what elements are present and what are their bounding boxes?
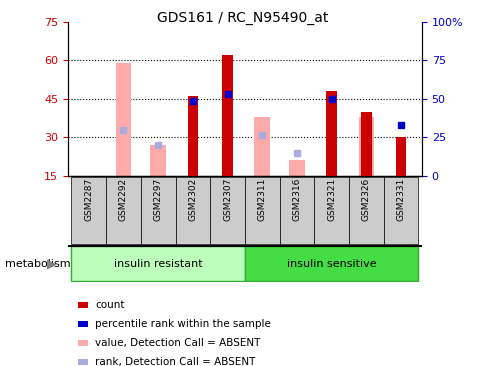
Text: metabolism: metabolism [5,258,70,269]
Text: insulin sensitive: insulin sensitive [287,258,376,269]
Bar [210,177,244,244]
Text: rank, Detection Call = ABSENT: rank, Detection Call = ABSENT [95,357,255,366]
Bar [175,177,210,244]
Bar [150,145,166,176]
Text: count: count [95,300,124,310]
Text: GSM2297: GSM2297 [153,178,162,221]
Bar [254,117,270,176]
Bar [140,177,175,244]
Text: GSM2287: GSM2287 [84,178,93,221]
Bar [115,63,131,176]
Bar [361,112,371,176]
Bar [288,160,304,176]
Bar [244,177,279,244]
Text: GSM2311: GSM2311 [257,178,266,221]
Text: GSM2302: GSM2302 [188,178,197,221]
Bar [106,177,140,244]
Bar [279,177,314,244]
Bar [314,177,348,244]
Text: GSM2326: GSM2326 [361,178,370,221]
Bar [71,177,106,244]
Text: GSM2292: GSM2292 [119,178,128,221]
Bar [222,55,232,176]
Text: insulin resistant: insulin resistant [114,258,202,269]
Text: percentile rank within the sample: percentile rank within the sample [95,319,271,329]
Text: ▶: ▶ [46,257,56,270]
Bar [326,91,336,176]
Text: GSM2316: GSM2316 [292,178,301,221]
Bar [348,177,383,244]
Bar [187,96,197,176]
Bar [244,246,418,281]
Text: GSM2321: GSM2321 [327,178,335,221]
Text: GDS161 / RC_N95490_at: GDS161 / RC_N95490_at [156,11,328,25]
Bar [71,246,244,281]
Text: value, Detection Call = ABSENT: value, Detection Call = ABSENT [95,338,260,348]
Bar [358,117,374,176]
Bar [383,177,418,244]
Bar [395,137,406,176]
Text: GSM2307: GSM2307 [223,178,231,221]
Text: GSM2331: GSM2331 [396,178,405,221]
